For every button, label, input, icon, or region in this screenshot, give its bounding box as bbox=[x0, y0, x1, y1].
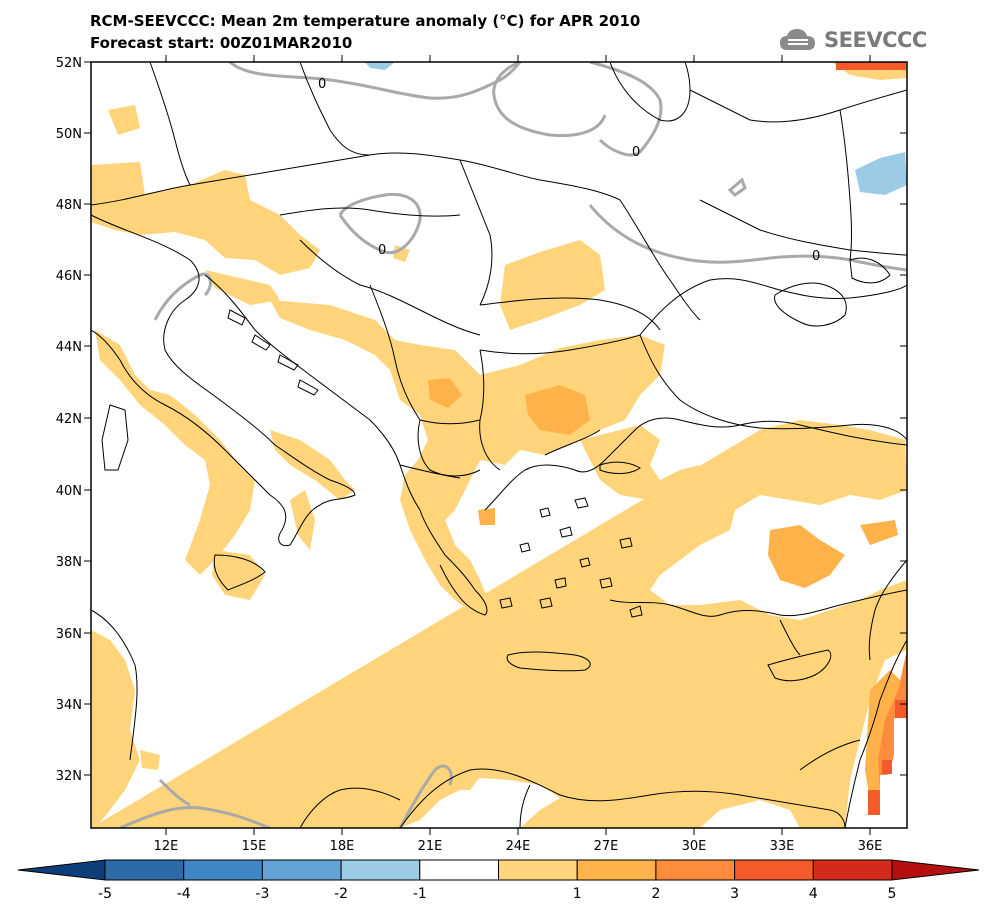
anomaly-fill-neg bbox=[365, 62, 907, 195]
lon-label: 36E bbox=[858, 839, 883, 854]
lat-label: 34N bbox=[56, 698, 82, 713]
lon-label: 18E bbox=[330, 839, 355, 854]
colorbar-segment bbox=[498, 859, 578, 881]
lat-ticks bbox=[84, 61, 907, 776]
lat-labels: 52N 50N 48N 46N 44N 42N 40N 38N 36N 34N … bbox=[56, 56, 82, 784]
colorbar-label: -4 bbox=[177, 886, 191, 902]
colorbar-low-arrow bbox=[17, 859, 106, 881]
zero-contours bbox=[119, 62, 907, 828]
lon-label: 33E bbox=[770, 839, 795, 854]
map-content: 0 0 0 0 bbox=[91, 62, 907, 828]
colorbar-label: -3 bbox=[255, 886, 269, 902]
lat-label: 46N bbox=[56, 269, 82, 284]
colorbar-label: -2 bbox=[334, 886, 348, 902]
lat-label: 50N bbox=[56, 127, 82, 142]
lat-label: 40N bbox=[56, 484, 82, 499]
contour-label: 0 bbox=[632, 145, 640, 160]
lon-label: 12E bbox=[154, 839, 179, 854]
colorbar-label: 3 bbox=[730, 886, 739, 902]
logo-text: SEEVCCC bbox=[824, 28, 927, 52]
contour-label: 0 bbox=[812, 249, 820, 264]
colorbar-segment bbox=[734, 859, 814, 881]
colorbar-high-arrow bbox=[891, 859, 980, 881]
lat-label: 52N bbox=[56, 56, 82, 71]
lon-labels: 12E 15E 18E 21E 24E 27E 30E 33E 36E bbox=[154, 839, 883, 854]
colorbar-segment bbox=[655, 859, 736, 881]
map-frame bbox=[90, 61, 908, 829]
map-title: RCM-SEEVCCC: Mean 2m temperature anomaly… bbox=[90, 12, 641, 30]
lon-label: 21E bbox=[418, 839, 443, 854]
colorbar-labels: -5 -4 -3 -2 -1 1 2 3 4 5 bbox=[98, 886, 896, 902]
colorbar-segment bbox=[576, 859, 657, 881]
colorbar-segment bbox=[812, 859, 893, 881]
coastlines-borders bbox=[91, 62, 907, 828]
lat-label: 32N bbox=[56, 769, 82, 784]
colorbar-label: 4 bbox=[809, 886, 818, 902]
colorbar: -5 -4 -3 -2 -1 1 2 3 4 5 bbox=[17, 859, 980, 902]
colorbar-label: -5 bbox=[98, 886, 112, 902]
lon-label: 30E bbox=[682, 839, 707, 854]
colorbar-segment bbox=[419, 859, 499, 881]
colorbar-segment bbox=[104, 859, 185, 881]
lon-ticks bbox=[165, 55, 871, 835]
lat-label: 42N bbox=[56, 412, 82, 427]
colorbar-segments bbox=[104, 859, 893, 881]
seevccc-logo: SEEVCCC bbox=[778, 24, 927, 56]
colorbar-label: 2 bbox=[651, 886, 660, 902]
contour-labels: 0 0 0 0 bbox=[318, 77, 820, 264]
lon-label: 24E bbox=[506, 839, 531, 854]
colorbar-label: 5 bbox=[888, 886, 897, 902]
colorbar-segment bbox=[261, 859, 342, 881]
forecast-start-label: Forecast start: 00Z01MAR2010 bbox=[90, 34, 353, 52]
anomaly-fill-4-5 bbox=[836, 62, 907, 815]
anomaly-fill-1-2 bbox=[91, 62, 907, 828]
colorbar-label: 1 bbox=[573, 886, 582, 902]
colorbar-segment bbox=[340, 859, 421, 881]
lon-label: 27E bbox=[594, 839, 619, 854]
colorbar-segment bbox=[183, 859, 263, 881]
colorbar-label: -1 bbox=[413, 886, 427, 902]
lat-label: 48N bbox=[56, 198, 82, 213]
lat-label: 38N bbox=[56, 555, 82, 570]
lat-label: 44N bbox=[56, 340, 82, 355]
cloud-icon bbox=[780, 29, 815, 50]
contour-label: 0 bbox=[318, 77, 326, 92]
contour-label: 0 bbox=[378, 243, 386, 258]
anomaly-fill-3-4 bbox=[878, 650, 907, 790]
lat-label: 36N bbox=[56, 627, 82, 642]
no-data-patch bbox=[880, 718, 907, 828]
anomaly-fill-2-3 bbox=[428, 378, 900, 800]
lon-label: 15E bbox=[242, 839, 267, 854]
